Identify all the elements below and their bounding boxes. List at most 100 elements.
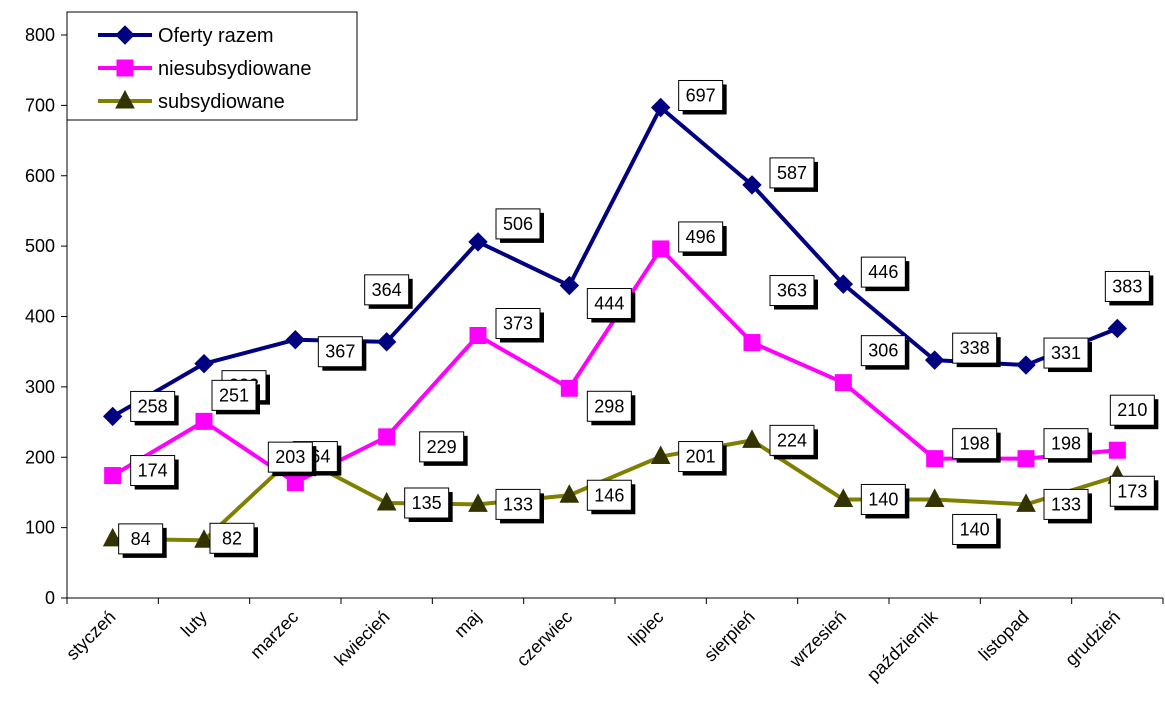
data-label-box bbox=[118, 523, 164, 555]
data-point-1-3 bbox=[378, 428, 396, 446]
y-tick-label: 500 bbox=[25, 236, 55, 256]
data-label-2-0: 84 bbox=[118, 523, 167, 558]
data-label-1-10: 198 bbox=[1043, 428, 1092, 463]
x-tick-label: kwiecień bbox=[331, 607, 394, 670]
data-label-0-11: 383 bbox=[1104, 270, 1154, 306]
data-label-text: 229 bbox=[427, 437, 457, 457]
x-tick-label: luty bbox=[177, 607, 211, 641]
data-label-1-8: 306 bbox=[860, 335, 910, 370]
data-label-0-7: 587 bbox=[769, 157, 818, 192]
data-label-text: 133 bbox=[503, 494, 533, 514]
data-label-text: 201 bbox=[686, 447, 716, 467]
x-tick-label: październik bbox=[863, 606, 942, 685]
data-label-text: 496 bbox=[686, 227, 716, 247]
data-label-box bbox=[952, 513, 998, 545]
data-label-text: 446 bbox=[868, 262, 898, 282]
data-label-box bbox=[404, 487, 450, 519]
data-label-box bbox=[209, 522, 255, 554]
legend-marker-1 bbox=[116, 59, 134, 77]
data-label-text: 298 bbox=[594, 396, 624, 416]
data-label-text: 224 bbox=[777, 430, 807, 450]
data-label-text: 383 bbox=[1112, 276, 1142, 296]
data-label-text: 506 bbox=[503, 214, 533, 234]
x-tick-labels: styczeń luty marzec kwiecień maj czerwiec lipi… bbox=[62, 606, 1124, 685]
data-point-2-3 bbox=[376, 491, 397, 511]
data-label-box bbox=[678, 79, 724, 111]
data-label-text: 198 bbox=[960, 434, 990, 454]
data-label-text: 363 bbox=[777, 281, 807, 301]
data-point-1-5 bbox=[560, 379, 578, 397]
data-label-2-3: 135 bbox=[404, 487, 453, 522]
data-point-0-10 bbox=[1016, 355, 1036, 375]
data-label-1-5: 298 bbox=[586, 390, 636, 426]
data-label-1-1: 251 bbox=[211, 379, 260, 415]
data-label-text: 444 bbox=[594, 294, 624, 314]
y-tick-label: 300 bbox=[25, 377, 55, 397]
data-label-box bbox=[678, 441, 724, 473]
data-label-box bbox=[586, 288, 632, 320]
data-label-box bbox=[952, 332, 998, 364]
data-label-box bbox=[1043, 428, 1089, 460]
data-point-2-1 bbox=[194, 529, 214, 548]
data-point-1-1 bbox=[195, 412, 213, 430]
data-label-2-10: 133 bbox=[1043, 488, 1092, 524]
data-label-0-9: 338 bbox=[952, 332, 1001, 368]
data-label-box bbox=[364, 274, 410, 306]
y-tick-label: 800 bbox=[25, 25, 55, 45]
data-point-1-6 bbox=[652, 240, 670, 258]
data-point-0-8 bbox=[833, 274, 854, 294]
data-point-0-9 bbox=[924, 350, 945, 370]
data-point-2-7 bbox=[742, 429, 762, 448]
data-label-text: 84 bbox=[131, 529, 151, 549]
data-label-1-11: 210 bbox=[1109, 394, 1159, 430]
data-label-box bbox=[495, 308, 541, 340]
data-labels: 2583333673645064446975874463383313831742… bbox=[118, 79, 1159, 558]
data-label-text: 210 bbox=[1117, 400, 1147, 420]
data-label-2-6: 201 bbox=[678, 441, 727, 476]
data-label-1-9: 198 bbox=[952, 428, 1001, 463]
data-label-text: 140 bbox=[960, 519, 990, 539]
data-label-box bbox=[860, 483, 906, 515]
data-label-box bbox=[769, 275, 815, 307]
data-label-box bbox=[211, 379, 257, 411]
data-label-text: 697 bbox=[686, 85, 716, 105]
data-point-2-8 bbox=[833, 488, 854, 507]
data-label-box bbox=[130, 390, 176, 422]
y-tick-label: 400 bbox=[25, 307, 55, 327]
x-tick-label: sierpień bbox=[700, 607, 759, 666]
data-label-box bbox=[1043, 337, 1089, 369]
data-label-text: 174 bbox=[138, 461, 168, 481]
data-label-2-5: 146 bbox=[586, 479, 636, 515]
x-tick-label: listopad bbox=[975, 607, 1033, 665]
data-point-0-4 bbox=[468, 232, 488, 252]
data-point-1-4 bbox=[469, 327, 487, 345]
data-label-1-6: 496 bbox=[678, 221, 727, 256]
data-label-2-1: 82 bbox=[209, 522, 258, 558]
x-tick-label: maj bbox=[450, 607, 485, 642]
data-point-2-10 bbox=[1016, 493, 1036, 512]
data-point-1-0 bbox=[104, 467, 122, 485]
data-label-text: 367 bbox=[325, 342, 355, 362]
x-tick-label: styczeń bbox=[62, 607, 119, 664]
data-point-2-4 bbox=[468, 493, 488, 512]
data-label-0-0: 258 bbox=[130, 390, 179, 426]
data-point-0-2 bbox=[285, 330, 306, 350]
data-label-0-2: 367 bbox=[317, 336, 367, 371]
x-tick-label: wrzesień bbox=[785, 607, 850, 672]
data-point-0-3 bbox=[376, 332, 397, 352]
x-tick-label: lipiec bbox=[624, 607, 667, 650]
data-label-0-10: 331 bbox=[1043, 337, 1092, 373]
y-tick-label: 0 bbox=[45, 588, 55, 608]
data-label-box bbox=[860, 256, 906, 288]
data-label-text: 331 bbox=[1051, 343, 1081, 363]
series-lines bbox=[111, 105, 1119, 543]
data-label-text: 133 bbox=[1051, 494, 1081, 514]
data-label-text: 146 bbox=[594, 485, 624, 505]
y-tick-label: 100 bbox=[25, 518, 55, 538]
x-tick-label: marzec bbox=[246, 607, 302, 663]
data-label-text: 338 bbox=[960, 338, 990, 358]
data-point-2-9 bbox=[924, 488, 945, 507]
data-label-text: 258 bbox=[138, 396, 168, 416]
data-label-0-8: 446 bbox=[860, 256, 910, 292]
